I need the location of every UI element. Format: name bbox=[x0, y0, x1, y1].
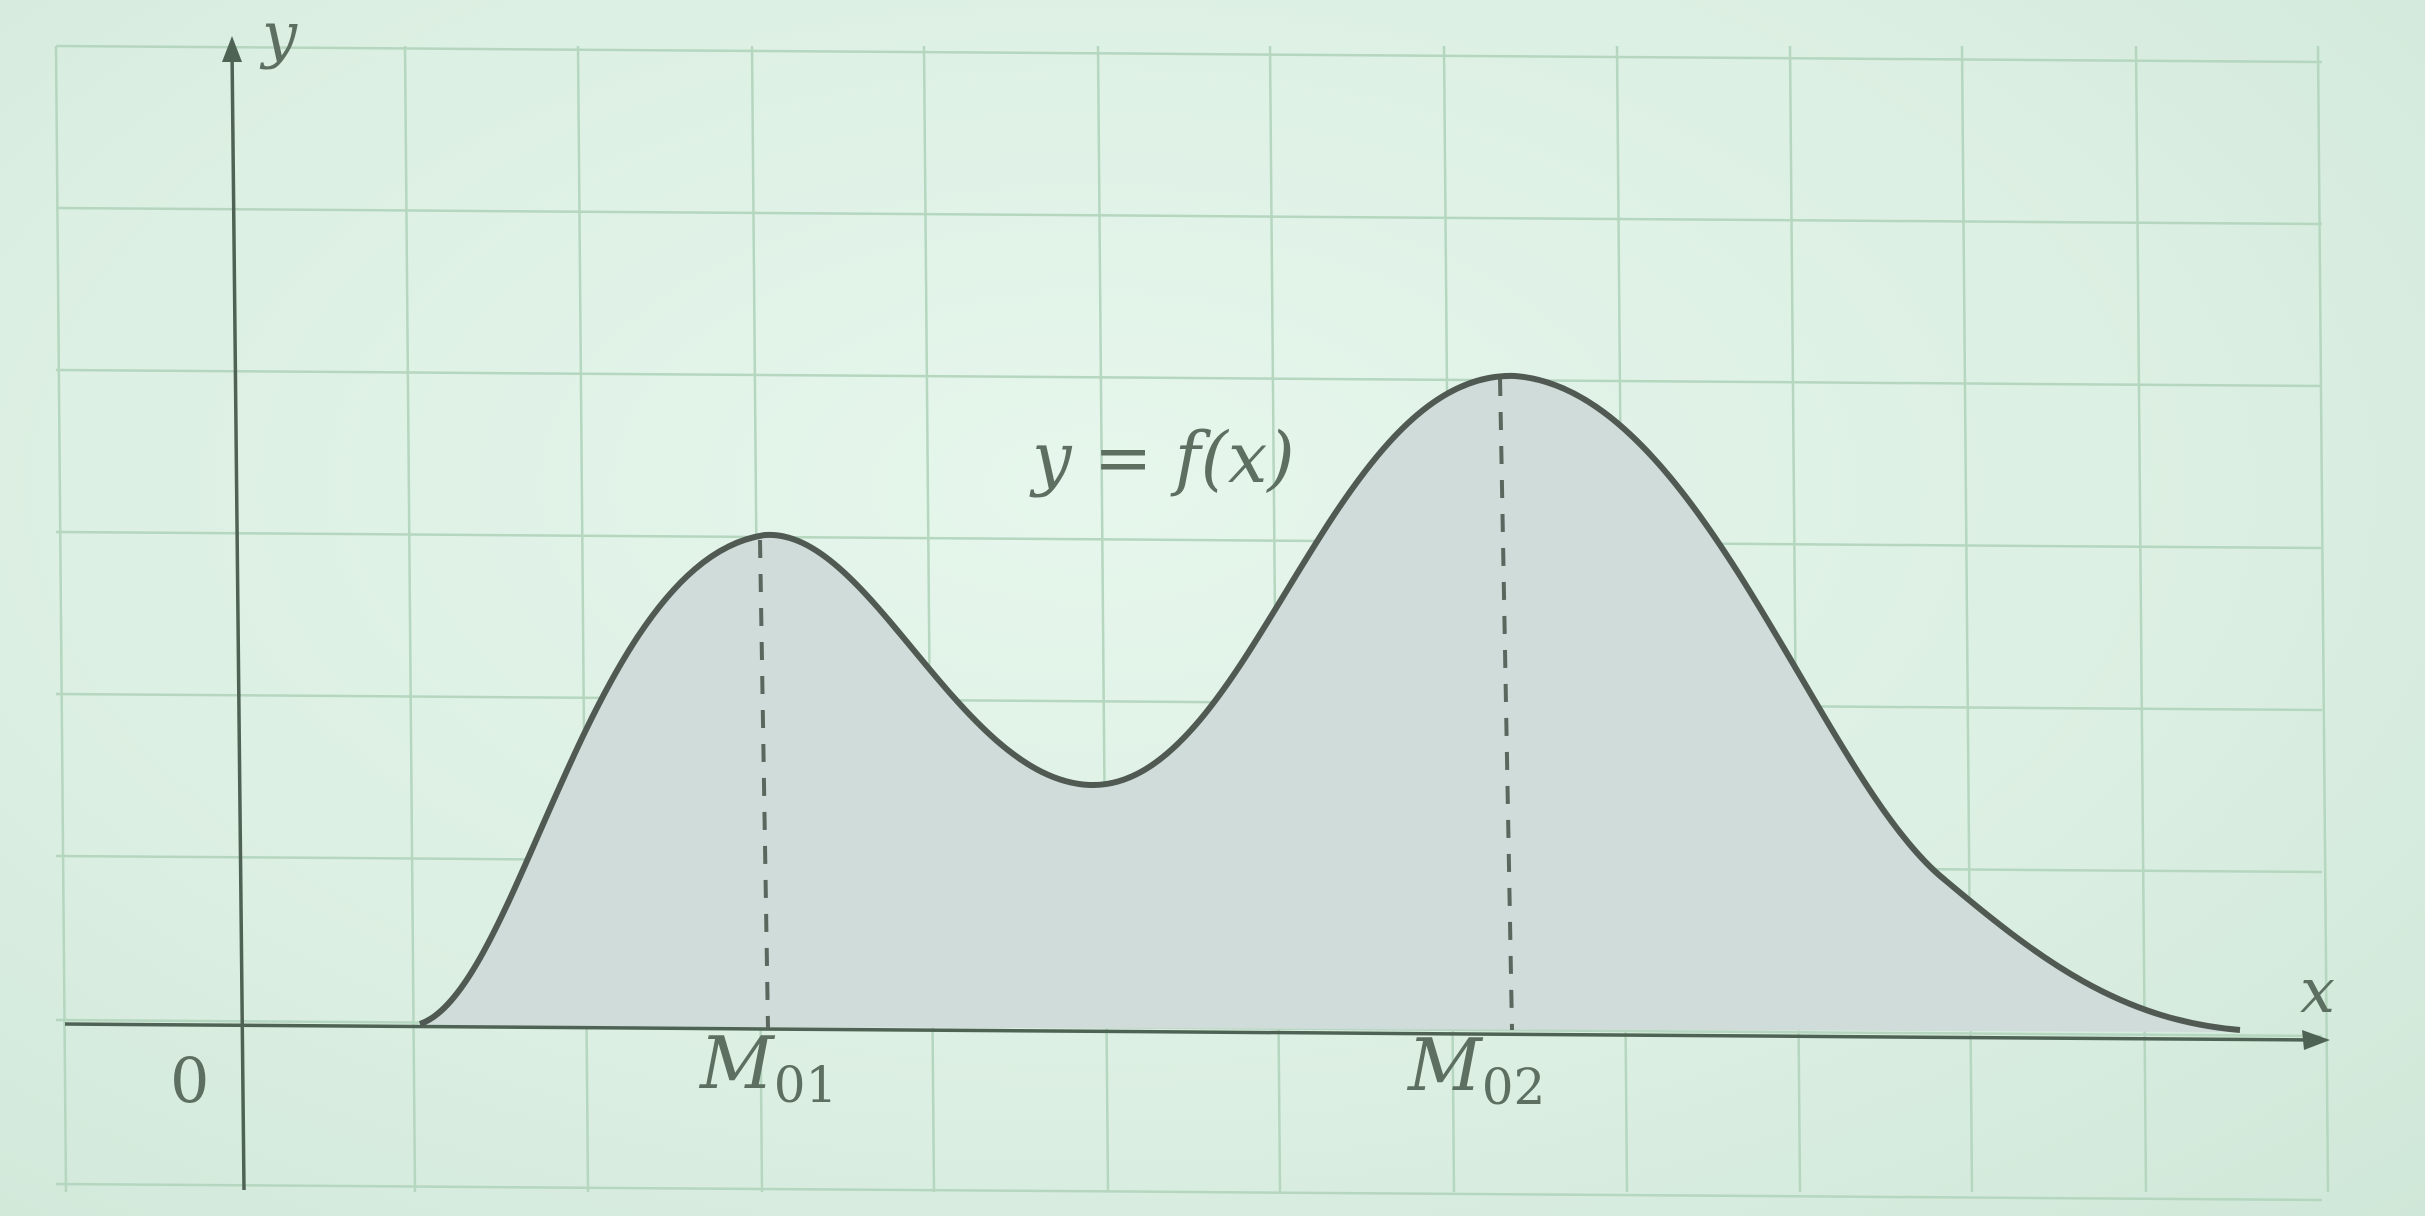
maximum-1-label: M01 bbox=[698, 1021, 837, 1114]
area-under-curve bbox=[420, 375, 2240, 1033]
grid-line-horizontal bbox=[55, 530, 2323, 550]
grid bbox=[54, 44, 2330, 1202]
grid-line-horizontal bbox=[55, 692, 2323, 712]
grid-line-horizontal bbox=[55, 44, 2323, 64]
curve-label: y = f(x) bbox=[1029, 417, 1295, 499]
grid-line-horizontal bbox=[55, 1182, 2323, 1202]
grid-line-vertical bbox=[2316, 45, 2330, 1193]
grid-line-horizontal bbox=[55, 368, 2323, 388]
origin-label: 0 bbox=[170, 1044, 209, 1117]
y-axis bbox=[230, 47, 246, 1191]
curve-f bbox=[418, 372, 2241, 1033]
x-axis-arrow-icon bbox=[2302, 1030, 2330, 1050]
grid-line-horizontal bbox=[55, 206, 2323, 226]
y-axis-arrow-icon bbox=[222, 36, 242, 62]
grid-line-vertical bbox=[403, 45, 417, 1193]
grid-line-vertical bbox=[54, 45, 68, 1193]
maximum-1-dropline bbox=[758, 539, 770, 1029]
x-axis bbox=[64, 1022, 2319, 1042]
maximum-2-label: M02 bbox=[1406, 1023, 1545, 1116]
x-axis-label: x bbox=[2300, 954, 2335, 1027]
grid-line-vertical bbox=[2134, 45, 2148, 1193]
y-axis-label: y bbox=[259, 0, 298, 71]
maximum-2-dropline bbox=[1498, 377, 1514, 1031]
